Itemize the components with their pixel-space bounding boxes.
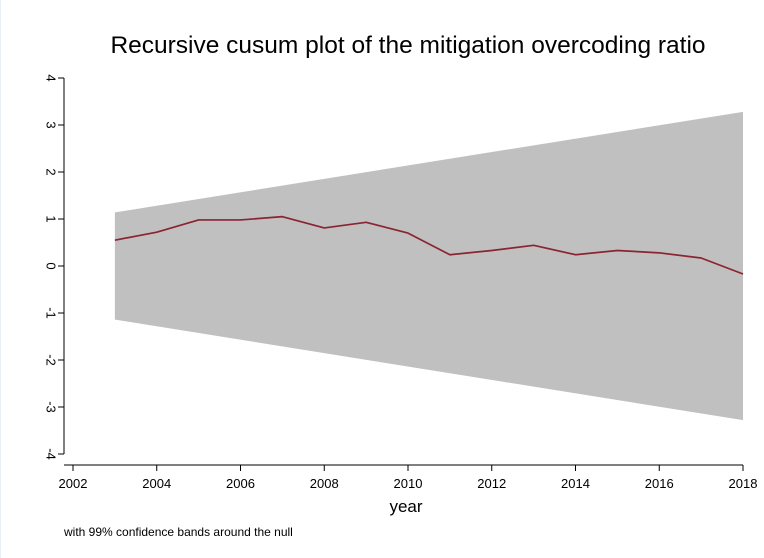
x-tick-label: 2016 (645, 476, 674, 491)
x-tick-label: 2002 (59, 476, 88, 491)
x-tick-label: 2012 (477, 476, 506, 491)
y-tick-label: 3 (44, 121, 59, 128)
x-tick-label: 2004 (142, 476, 171, 491)
cusum-line-0 (114, 215, 744, 275)
y-tick-label: 2 (44, 168, 59, 175)
y-tick-label: -4 (44, 448, 59, 460)
x-tick-label: 2006 (226, 476, 255, 491)
chart-title: Recursive cusum plot of the mitigation o… (110, 32, 705, 59)
y-tick-label: -1 (44, 307, 59, 319)
y-tick-label: -3 (44, 401, 59, 413)
confidence-band (114, 111, 743, 421)
x-tick-label: 2014 (561, 476, 590, 491)
x-axis-title: year (389, 497, 422, 516)
y-tick-label: 0 (44, 262, 59, 269)
axes: -4 -3 -2 -1 0 1 2 3 4 2002 2004 2006 2008 2010 2012 201… (44, 74, 758, 491)
plot-area (114, 111, 744, 421)
footnote: with 99% confidence bands around the nul… (63, 525, 293, 539)
y-tick-label: 1 (44, 215, 59, 222)
y-tick-label: 4 (44, 74, 59, 81)
y-tick-label: -2 (44, 354, 59, 366)
x-tick-label: 2008 (310, 476, 339, 491)
x-tick-label: 2010 (394, 476, 423, 491)
x-tick-label: 2018 (729, 476, 758, 491)
